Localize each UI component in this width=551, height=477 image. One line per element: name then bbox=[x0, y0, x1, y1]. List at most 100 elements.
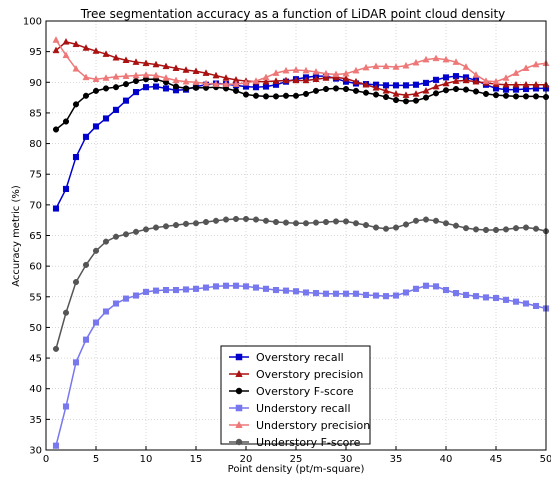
data-point-overstory-recall bbox=[52, 205, 60, 212]
data-point-understory-recall bbox=[52, 442, 60, 449]
data-point-overstory-f-score bbox=[432, 90, 440, 97]
data-point-understory-f-score bbox=[62, 309, 70, 316]
data-point-overstory-f-score bbox=[442, 87, 450, 94]
plot-series bbox=[52, 36, 550, 449]
legend-marker bbox=[235, 420, 243, 428]
y-tick-label: 80 bbox=[29, 139, 42, 150]
data-point-overstory-f-score bbox=[512, 93, 520, 100]
data-point-understory-f-score bbox=[202, 218, 210, 226]
data-point-understory-precision bbox=[62, 51, 70, 59]
data-point-overstory-precision bbox=[362, 80, 370, 88]
data-point-understory-recall bbox=[522, 300, 530, 307]
data-point-understory-precision bbox=[142, 71, 150, 78]
data-point-understory-precision bbox=[112, 72, 120, 80]
data-point-overstory-precision bbox=[382, 86, 390, 94]
data-point-understory-recall bbox=[112, 300, 120, 307]
data-point-overstory-recall bbox=[422, 79, 430, 86]
data-point-understory-recall bbox=[432, 283, 440, 290]
data-point-understory-f-score bbox=[122, 231, 130, 238]
legend-entry-understory-precision: Understory precision bbox=[229, 419, 370, 432]
data-point-understory-f-score bbox=[322, 218, 330, 226]
data-point-overstory-recall bbox=[102, 115, 110, 122]
data-point-understory-precision bbox=[132, 71, 140, 79]
data-point-understory-precision bbox=[102, 74, 110, 81]
legend-label: Understory recall bbox=[256, 402, 351, 415]
data-point-overstory-recall bbox=[502, 86, 510, 93]
series-understory-f-score bbox=[52, 215, 550, 352]
data-point-understory-recall bbox=[412, 285, 420, 292]
data-point-overstory-recall bbox=[72, 154, 80, 161]
legend-entry-overstory-recall: Overstory recall bbox=[229, 351, 344, 364]
data-point-overstory-f-score bbox=[232, 87, 240, 94]
data-point-understory-precision bbox=[282, 66, 290, 74]
data-point-understory-recall bbox=[392, 292, 400, 299]
data-point-overstory-precision bbox=[392, 90, 400, 97]
y-axis-label: Accuracy metric (%) bbox=[11, 185, 22, 287]
y-tick-label: 60 bbox=[29, 262, 42, 273]
data-point-understory-recall bbox=[312, 290, 320, 297]
data-point-understory-recall bbox=[282, 287, 290, 294]
data-point-understory-precision bbox=[392, 63, 400, 70]
data-point-overstory-f-score bbox=[472, 88, 480, 95]
data-point-understory-precision bbox=[462, 63, 470, 70]
data-point-understory-recall bbox=[322, 290, 330, 297]
data-point-understory-precision bbox=[482, 77, 490, 84]
data-point-overstory-precision bbox=[312, 75, 320, 82]
data-point-understory-f-score bbox=[242, 215, 250, 223]
data-point-understory-precision bbox=[202, 79, 210, 87]
data-point-understory-precision bbox=[192, 78, 200, 86]
data-point-overstory-f-score bbox=[342, 85, 350, 93]
data-point-understory-precision bbox=[222, 80, 230, 87]
axis-ticks: 0 5 10 15 20 25 30 35 40 45 50 30 35 40 45 50 55 60 65 70 75… bbox=[23, 17, 551, 466]
data-point-understory-recall bbox=[342, 290, 350, 297]
data-point-overstory-precision bbox=[342, 74, 350, 82]
x-tick-label: 15 bbox=[190, 454, 203, 465]
data-point-understory-recall bbox=[142, 288, 150, 295]
data-point-overstory-recall bbox=[142, 84, 150, 91]
data-point-overstory-precision bbox=[412, 90, 420, 97]
data-point-understory-recall bbox=[262, 285, 270, 292]
x-axis-label: Point density (pt/m-square) bbox=[228, 464, 365, 475]
data-point-overstory-precision bbox=[532, 80, 540, 88]
x-tick-label: 45 bbox=[490, 454, 503, 465]
data-point-overstory-precision bbox=[522, 80, 530, 88]
data-point-understory-recall bbox=[192, 285, 200, 292]
data-point-understory-recall bbox=[222, 282, 230, 289]
data-point-understory-precision bbox=[212, 80, 220, 87]
legend-entry-overstory-f-score: Overstory F-score bbox=[229, 385, 354, 398]
legend-label: Overstory recall bbox=[256, 351, 344, 364]
data-point-overstory-precision bbox=[512, 80, 520, 88]
data-point-understory-precision bbox=[432, 54, 440, 62]
data-point-overstory-precision bbox=[192, 67, 200, 75]
data-point-understory-f-score bbox=[282, 219, 290, 226]
data-point-understory-recall bbox=[242, 283, 250, 290]
data-point-overstory-recall bbox=[152, 83, 160, 90]
data-point-overstory-precision bbox=[92, 47, 100, 54]
legend-entry-overstory-precision: Overstory precision bbox=[229, 368, 363, 381]
data-point-understory-recall bbox=[182, 286, 190, 293]
series-line-understory-f-score bbox=[55, 218, 547, 350]
data-point-understory-recall bbox=[362, 291, 370, 298]
data-point-overstory-f-score bbox=[372, 91, 380, 98]
data-point-understory-precision bbox=[262, 73, 270, 81]
data-point-understory-recall bbox=[512, 298, 520, 305]
data-point-understory-recall bbox=[82, 336, 90, 343]
data-point-overstory-precision bbox=[122, 56, 130, 63]
data-point-overstory-f-score bbox=[92, 87, 100, 94]
data-point-understory-recall bbox=[102, 308, 110, 315]
data-point-understory-precision bbox=[362, 63, 370, 71]
data-point-overstory-precision bbox=[182, 66, 190, 73]
data-point-overstory-f-score bbox=[312, 87, 320, 94]
y-tick-label: 70 bbox=[29, 200, 42, 211]
data-point-overstory-precision bbox=[82, 44, 90, 51]
series-overstory-recall bbox=[52, 73, 550, 212]
data-point-understory-f-score bbox=[362, 222, 370, 229]
data-point-understory-precision bbox=[512, 69, 520, 76]
data-point-understory-f-score bbox=[262, 217, 270, 224]
data-point-overstory-precision bbox=[72, 40, 80, 48]
data-point-understory-precision bbox=[182, 77, 190, 85]
data-point-overstory-f-score bbox=[492, 92, 500, 99]
data-point-understory-precision bbox=[232, 80, 240, 87]
data-point-understory-recall bbox=[232, 282, 240, 289]
data-point-overstory-f-score bbox=[362, 89, 370, 96]
